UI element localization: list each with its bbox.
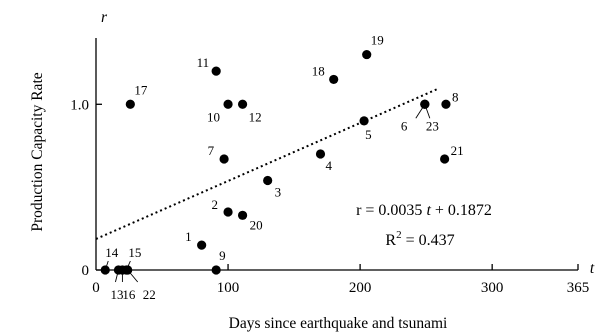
x-axis-symbol: t	[590, 260, 595, 277]
point-label-17: 17	[134, 82, 148, 97]
data-point-11	[211, 66, 221, 76]
point-label-22: 22	[143, 287, 156, 302]
point-label-5: 5	[365, 127, 372, 142]
point-label-21: 21	[451, 143, 464, 158]
x-axis: t Days since earthquake and tsunami	[96, 260, 595, 332]
x-tick-label-2: 200	[349, 280, 372, 296]
data-point-12	[237, 99, 248, 109]
data-point-5	[359, 116, 369, 126]
point-label-7: 7	[208, 143, 215, 158]
r-squared-value: = 0.437	[402, 232, 455, 249]
point-label-1: 1	[185, 229, 192, 244]
label-leaders	[104, 104, 431, 283]
point-label-14: 14	[105, 245, 119, 260]
data-point-19	[362, 49, 372, 60]
data-point-22	[123, 265, 133, 275]
x-tick-label-0: 0	[92, 280, 100, 296]
x-tick-label-1: 100	[217, 280, 240, 296]
y-axis-title: Production Capacity Rate	[29, 72, 46, 231]
point-label-12: 12	[249, 109, 262, 124]
point-label-10: 10	[207, 109, 220, 124]
data-point-7	[219, 154, 229, 164]
regression-equation: r = 0.0035 t + 0.1872	[356, 202, 492, 219]
point-label-13: 13	[110, 287, 123, 302]
data-point-9	[211, 265, 221, 275]
x-tick-label-4: 365	[567, 280, 590, 296]
data-point-21	[440, 154, 450, 164]
data-point-18	[329, 74, 339, 85]
data-point-20	[237, 210, 248, 220]
y-tick-label-0: 0	[82, 263, 90, 279]
data-point-1	[197, 240, 207, 250]
point-label-11: 11	[197, 55, 210, 70]
equation-left: r = 0.0035	[356, 202, 426, 219]
r-squared-symbol: R	[385, 232, 396, 249]
data-point-17	[125, 99, 135, 109]
point-markers	[100, 49, 451, 275]
regression-annotation: r = 0.0035 t + 0.1872 R2 = 0.437	[356, 202, 492, 249]
point-label-19: 19	[371, 33, 384, 48]
data-point-23	[420, 99, 430, 109]
point-label-16: 16	[122, 287, 135, 302]
equation-variable: t	[426, 202, 431, 219]
data-point-8	[441, 99, 451, 109]
y-axis: r Production Capacity Rate	[29, 9, 108, 270]
point-label-18: 18	[312, 63, 325, 78]
data-point-10	[223, 99, 233, 109]
x-axis-title: Days since earthquake and tsunami	[229, 315, 448, 332]
point-label-23: 23	[426, 118, 439, 133]
point-label-15: 15	[128, 245, 141, 260]
point-label-9: 9	[219, 248, 226, 263]
point-label-8: 8	[452, 89, 459, 104]
point-label-20: 20	[250, 217, 263, 232]
point-label-3: 3	[275, 185, 282, 200]
point-label-2: 2	[212, 197, 219, 212]
point-label-4: 4	[325, 158, 332, 173]
x-tick-label-3: 300	[481, 280, 504, 296]
equation-right: + 0.1872	[431, 202, 492, 219]
point-label-6: 6	[401, 118, 408, 133]
r-squared: R2 = 0.437	[385, 229, 454, 249]
y-axis-symbol: r	[101, 9, 108, 26]
data-point-3	[263, 175, 273, 186]
data-point-2	[223, 207, 233, 217]
data-point-14	[100, 265, 110, 275]
r-squared-superscript: 2	[396, 229, 402, 241]
y-tick-label-1: 1.0	[70, 97, 89, 113]
data-point-4	[315, 149, 326, 159]
